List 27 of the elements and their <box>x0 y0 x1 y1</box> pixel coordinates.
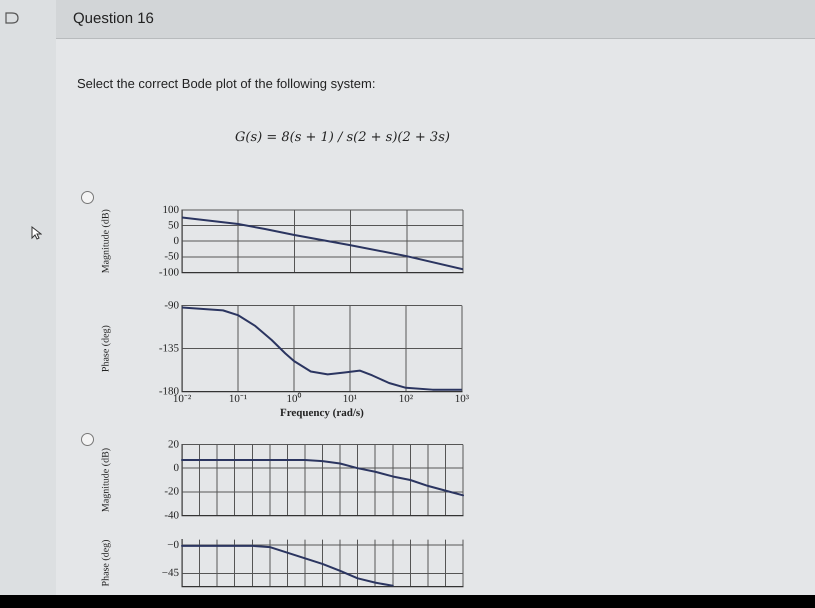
text: G(s) = 8(s + 1) / s(2 + s)(2 + 3s) <box>235 130 450 145</box>
y-tick-label: 0 <box>174 235 180 248</box>
y-tick-label: -50 <box>164 250 180 263</box>
y-tick-label: -135 <box>158 342 180 354</box>
y-tick-label: -40 <box>164 509 180 522</box>
x-tick-label: 10² <box>398 393 414 406</box>
y-axis-title: Phase (deg) <box>100 325 112 372</box>
x-tick-label: 10¹ <box>342 393 358 406</box>
y-axis-title: Magnitude (dB) <box>100 448 112 512</box>
y-axis-title: Magnitude (dB) <box>100 209 112 274</box>
y-tick-label: 0 <box>174 462 180 474</box>
y-tick-label: 50 <box>168 219 180 232</box>
y-tick-label: 100 <box>162 204 180 216</box>
chart-subtitle: Select the correct Bode plot of the following system: <box>77 76 376 91</box>
y-tick-label: -20 <box>164 486 180 498</box>
y-tick-label: -90 <box>164 299 180 312</box>
x-tick-label: 10⁻² <box>172 393 192 406</box>
y-tick-label: −45 <box>162 567 180 580</box>
y-axis-title: Phase (deg) <box>100 540 112 586</box>
x-tick-label: 10⁻¹ <box>228 393 248 406</box>
y-tick-label: −0 <box>167 539 180 552</box>
x-tick-label: 10³ <box>454 393 470 406</box>
y-tick-label: 20 <box>168 438 180 450</box>
x-tick-label: 10⁰ <box>286 392 302 406</box>
x-axis-title: Frequency (rad/s) <box>280 407 364 420</box>
chart-title: Question 16 <box>73 10 154 27</box>
y-tick-label: -100 <box>158 266 180 278</box>
